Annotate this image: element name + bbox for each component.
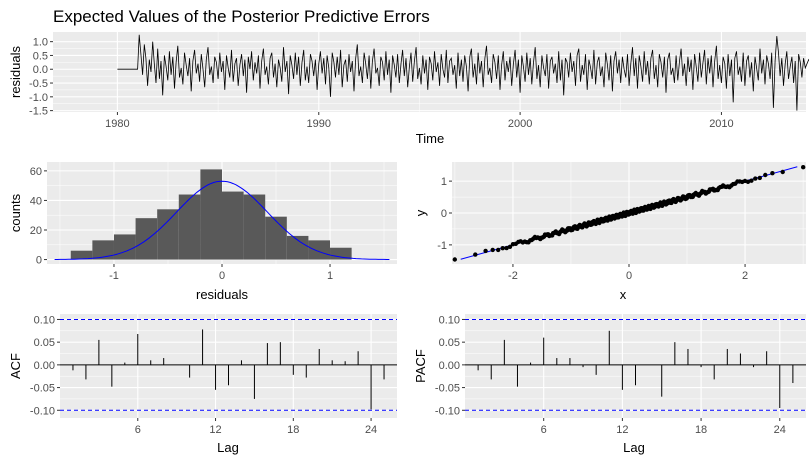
histogram-bar — [308, 240, 331, 260]
pacf-x-tick-label: 12 — [616, 424, 628, 436]
residuals_ts-y-tick-label: 0.5 — [33, 50, 48, 62]
pacf-x-axis-title: Lag — [623, 440, 645, 455]
pacf-y-tick-label: -0.05 — [435, 383, 460, 395]
histogram-y-axis-title: counts — [8, 193, 23, 232]
acf-y-tick-label: -0.05 — [30, 383, 55, 395]
qq-y-tick-label: 1 — [441, 176, 447, 188]
residuals-time-series-panel: -1.5 -1.0 -0.5 0.0 0.51.0 1980 1990 2000 2010 Tim… — [8, 32, 809, 146]
qq-point — [496, 247, 501, 253]
pacf-y-tick-label: 0.00 — [439, 360, 460, 372]
residuals_ts-y-tick-label: 0.0 — [33, 64, 48, 76]
qq-point — [780, 169, 785, 175]
qq-point — [473, 252, 478, 257]
qq-y-tick-label: -1 — [437, 240, 447, 252]
histogram-y-tick-label: 0 — [36, 255, 42, 267]
qq-point — [483, 248, 488, 254]
histogram-bar — [330, 247, 352, 260]
histogram-y-tick-label: 40 — [30, 195, 42, 207]
pacf-y-tick-label: 0.05 — [439, 337, 460, 349]
acf-y-tick-label: 0.10 — [34, 314, 55, 326]
qq-y-tick-label: 0 — [441, 208, 447, 220]
acf-x-tick-label: 12 — [209, 424, 221, 436]
qq-point — [801, 165, 806, 170]
acf-y-tick-label: 0.05 — [34, 337, 55, 349]
qq-point — [749, 178, 754, 183]
histogram-y-tick-label: 60 — [30, 166, 42, 178]
figure-title: Expected Values of the Posterior Predict… — [53, 7, 430, 26]
residuals_ts-y-axis-title: residuals — [8, 45, 23, 98]
histogram-bar — [113, 234, 136, 260]
pacf-y-tick-label: 0.10 — [439, 314, 460, 326]
residuals_ts-y-tick-label: 1.0 — [33, 37, 48, 49]
histogram-bar — [178, 194, 201, 260]
pacf-y-axis-title: PACF — [413, 349, 428, 383]
histogram-x-tick-label: 0 — [219, 270, 225, 282]
pacf-x-tick-label: 6 — [541, 424, 547, 436]
histogram-x-tick-label: 1 — [327, 270, 333, 282]
qq-point — [753, 176, 758, 181]
residuals_ts-y-tick-label: -1.5 — [29, 106, 48, 118]
residuals_ts-x-axis-title: Time — [416, 131, 444, 146]
residuals-series-line — [117, 34, 809, 111]
qq-x-tick-label: 0 — [626, 270, 632, 282]
qq-x-axis-title: x — [620, 287, 627, 302]
histogram-y-tick-label: 20 — [30, 225, 42, 237]
histogram-bar — [135, 218, 158, 260]
acf-y-axis-title: ACF — [8, 353, 23, 379]
histogram-x-tick-label: -1 — [109, 270, 119, 282]
qq-point — [507, 244, 513, 249]
histogram-bar — [243, 194, 266, 260]
histogram-panel: 0 20 40 60 -1 0 1 residuals counts — [8, 162, 397, 302]
qq-point — [763, 172, 768, 178]
qq-point — [452, 257, 457, 262]
qq-point — [757, 175, 762, 181]
qq-point — [500, 246, 505, 251]
pacf-y-tick-label: -0.10 — [435, 405, 460, 417]
qq-point — [490, 247, 495, 253]
histogram-bar — [286, 235, 309, 260]
acf-x-tick-label: 6 — [135, 424, 141, 436]
pacf-panel: -0.10 -0.05 0.00 0.05 0.10 6 12 18 24 Lag PACF — [413, 314, 806, 455]
residuals_ts-x-tick-label: 1980 — [105, 118, 129, 130]
qq-point — [504, 245, 509, 251]
histogram-x-axis-title: residuals — [196, 287, 249, 302]
acf-y-tick-label: -0.10 — [30, 405, 55, 417]
acf-panel: -0.10 -0.05 0.00 0.05 0.10 6 12 18 24 Lag ACF — [8, 314, 397, 455]
histogram-bar — [265, 216, 287, 260]
acf-x-axis-title: Lag — [217, 440, 239, 455]
qq-point — [745, 179, 751, 184]
histogram-bar — [222, 191, 244, 260]
histogram-bar — [70, 250, 93, 260]
pacf-x-tick-label: 24 — [774, 424, 786, 436]
histogram-bar — [157, 209, 179, 260]
qq-x-tick-label: -2 — [508, 270, 518, 282]
qq-y-axis-title: y — [413, 209, 428, 216]
qq-point — [770, 171, 775, 176]
acf-x-tick-label: 24 — [365, 424, 377, 436]
normal-density-curve — [54, 180, 390, 260]
acf-y-tick-label: 0.00 — [34, 360, 55, 372]
qq-x-tick-label: 2 — [742, 270, 748, 282]
pacf-x-tick-label: 18 — [695, 424, 707, 436]
histogram-bar — [92, 240, 114, 260]
residuals_ts-panel-background — [53, 32, 806, 112]
acf-x-tick-label: 18 — [287, 424, 299, 436]
residuals_ts-x-tick-label: 2010 — [709, 118, 733, 130]
residuals_ts-y-tick-label: -1.0 — [29, 92, 48, 104]
residuals_ts-x-tick-label: 2000 — [508, 118, 532, 130]
residuals_ts-y-tick-label: -0.5 — [29, 78, 48, 90]
histogram-bar — [200, 169, 222, 260]
qq-plot-panel: -1 0 1 -2 0 2 x y — [413, 162, 806, 302]
residuals_ts-x-tick-label: 1990 — [307, 118, 331, 130]
